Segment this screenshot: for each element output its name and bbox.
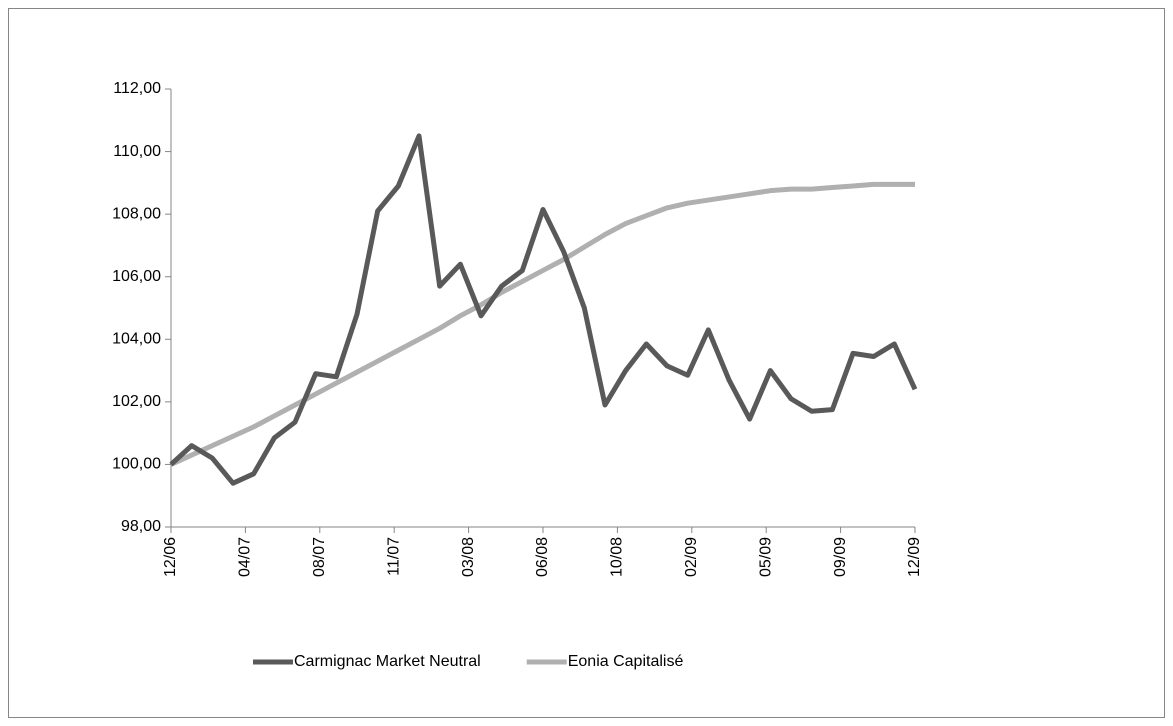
x-tick-label: 09/09 bbox=[832, 537, 849, 577]
y-tick-label: 108,00 bbox=[112, 205, 161, 222]
y-tick-label: 98,00 bbox=[121, 518, 161, 535]
y-tick-label: 110,00 bbox=[113, 143, 161, 160]
x-tick-label: 12/09 bbox=[906, 537, 923, 577]
x-tick-label: 10/08 bbox=[609, 537, 626, 577]
legend-label: Carmignac Market Neutral bbox=[294, 653, 481, 670]
x-tick-label: 05/09 bbox=[757, 537, 774, 577]
series-line bbox=[169, 181, 915, 467]
legend-label: Eonia Capitalisé bbox=[568, 653, 684, 670]
series-line bbox=[169, 133, 918, 486]
x-tick-label: 12/06 bbox=[162, 537, 179, 577]
y-tick-label: 106,00 bbox=[112, 268, 161, 285]
y-tick-label: 104,00 bbox=[112, 331, 161, 348]
y-tick-label: 100,00 bbox=[112, 456, 161, 473]
x-tick-label: 08/07 bbox=[311, 537, 328, 577]
chart-frame bbox=[8, 8, 1165, 718]
y-tick-label: 112,00 bbox=[113, 80, 161, 97]
x-tick-label: 02/09 bbox=[683, 537, 700, 577]
x-tick-label: 03/08 bbox=[460, 537, 477, 577]
y-tick-label: 102,00 bbox=[112, 393, 161, 410]
x-tick-label: 06/08 bbox=[534, 537, 551, 577]
x-tick-label: 04/07 bbox=[237, 537, 254, 577]
x-tick-label: 11/07 bbox=[385, 537, 402, 576]
